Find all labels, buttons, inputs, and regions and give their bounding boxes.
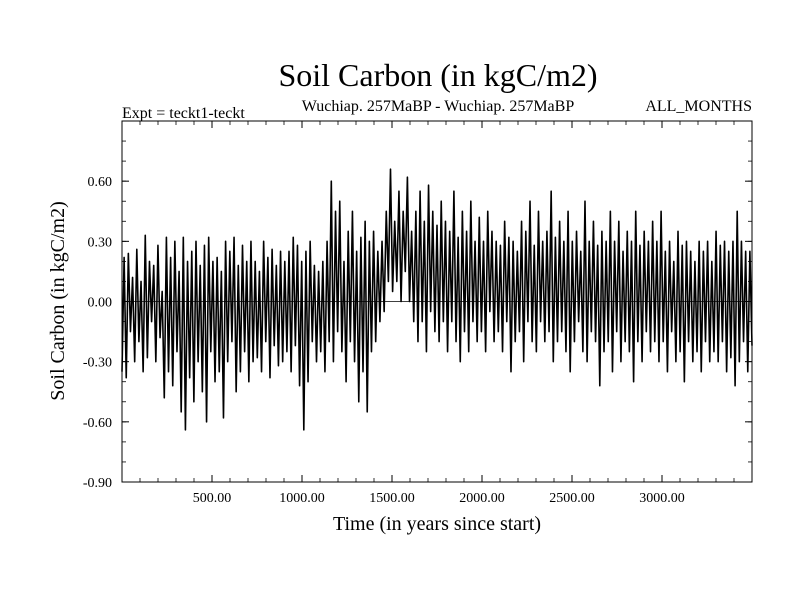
x-tick-label: 1000.00 [279, 491, 325, 506]
x-tick-label: 3000.00 [639, 491, 685, 506]
x-axis-ticks: 500.00 1000.00 1500.00 2000.00 2500.00 3000.0… [139, 121, 735, 506]
y-tick-label: -0.90 [83, 476, 112, 491]
y-axis-title: Soil Carbon (in kgC/m2) [47, 201, 69, 400]
y-tick-label: 0.60 [88, 175, 113, 190]
x-tick-label: 500.00 [193, 491, 232, 506]
y-tick-label: 0.30 [88, 235, 113, 250]
series-line-soil-carbon [121, 168, 753, 431]
x-tick-label: 1500.00 [369, 491, 415, 506]
x-axis-title: Time (in years since start) [333, 513, 541, 535]
x-tick-label: 2000.00 [459, 491, 505, 506]
y-tick-label: 0.00 [88, 296, 113, 311]
x-tick-label: 2500.00 [549, 491, 595, 506]
y-tick-label: -0.30 [83, 356, 112, 371]
y-axis-ticks: -0.90 -0.60 -0.30 0.00 0.30 0.60 [83, 120, 752, 491]
y-tick-label: -0.60 [83, 416, 112, 431]
chart-subtitle: Wuchiap. 257MaBP - Wuchiap. 257MaBP [302, 98, 575, 115]
chart-title: Soil Carbon (in kgC/m2) [278, 57, 597, 93]
chart-left-label: Expt = teckt1-teckt [122, 105, 245, 122]
chart-right-label: ALL_MONTHS [645, 98, 752, 115]
